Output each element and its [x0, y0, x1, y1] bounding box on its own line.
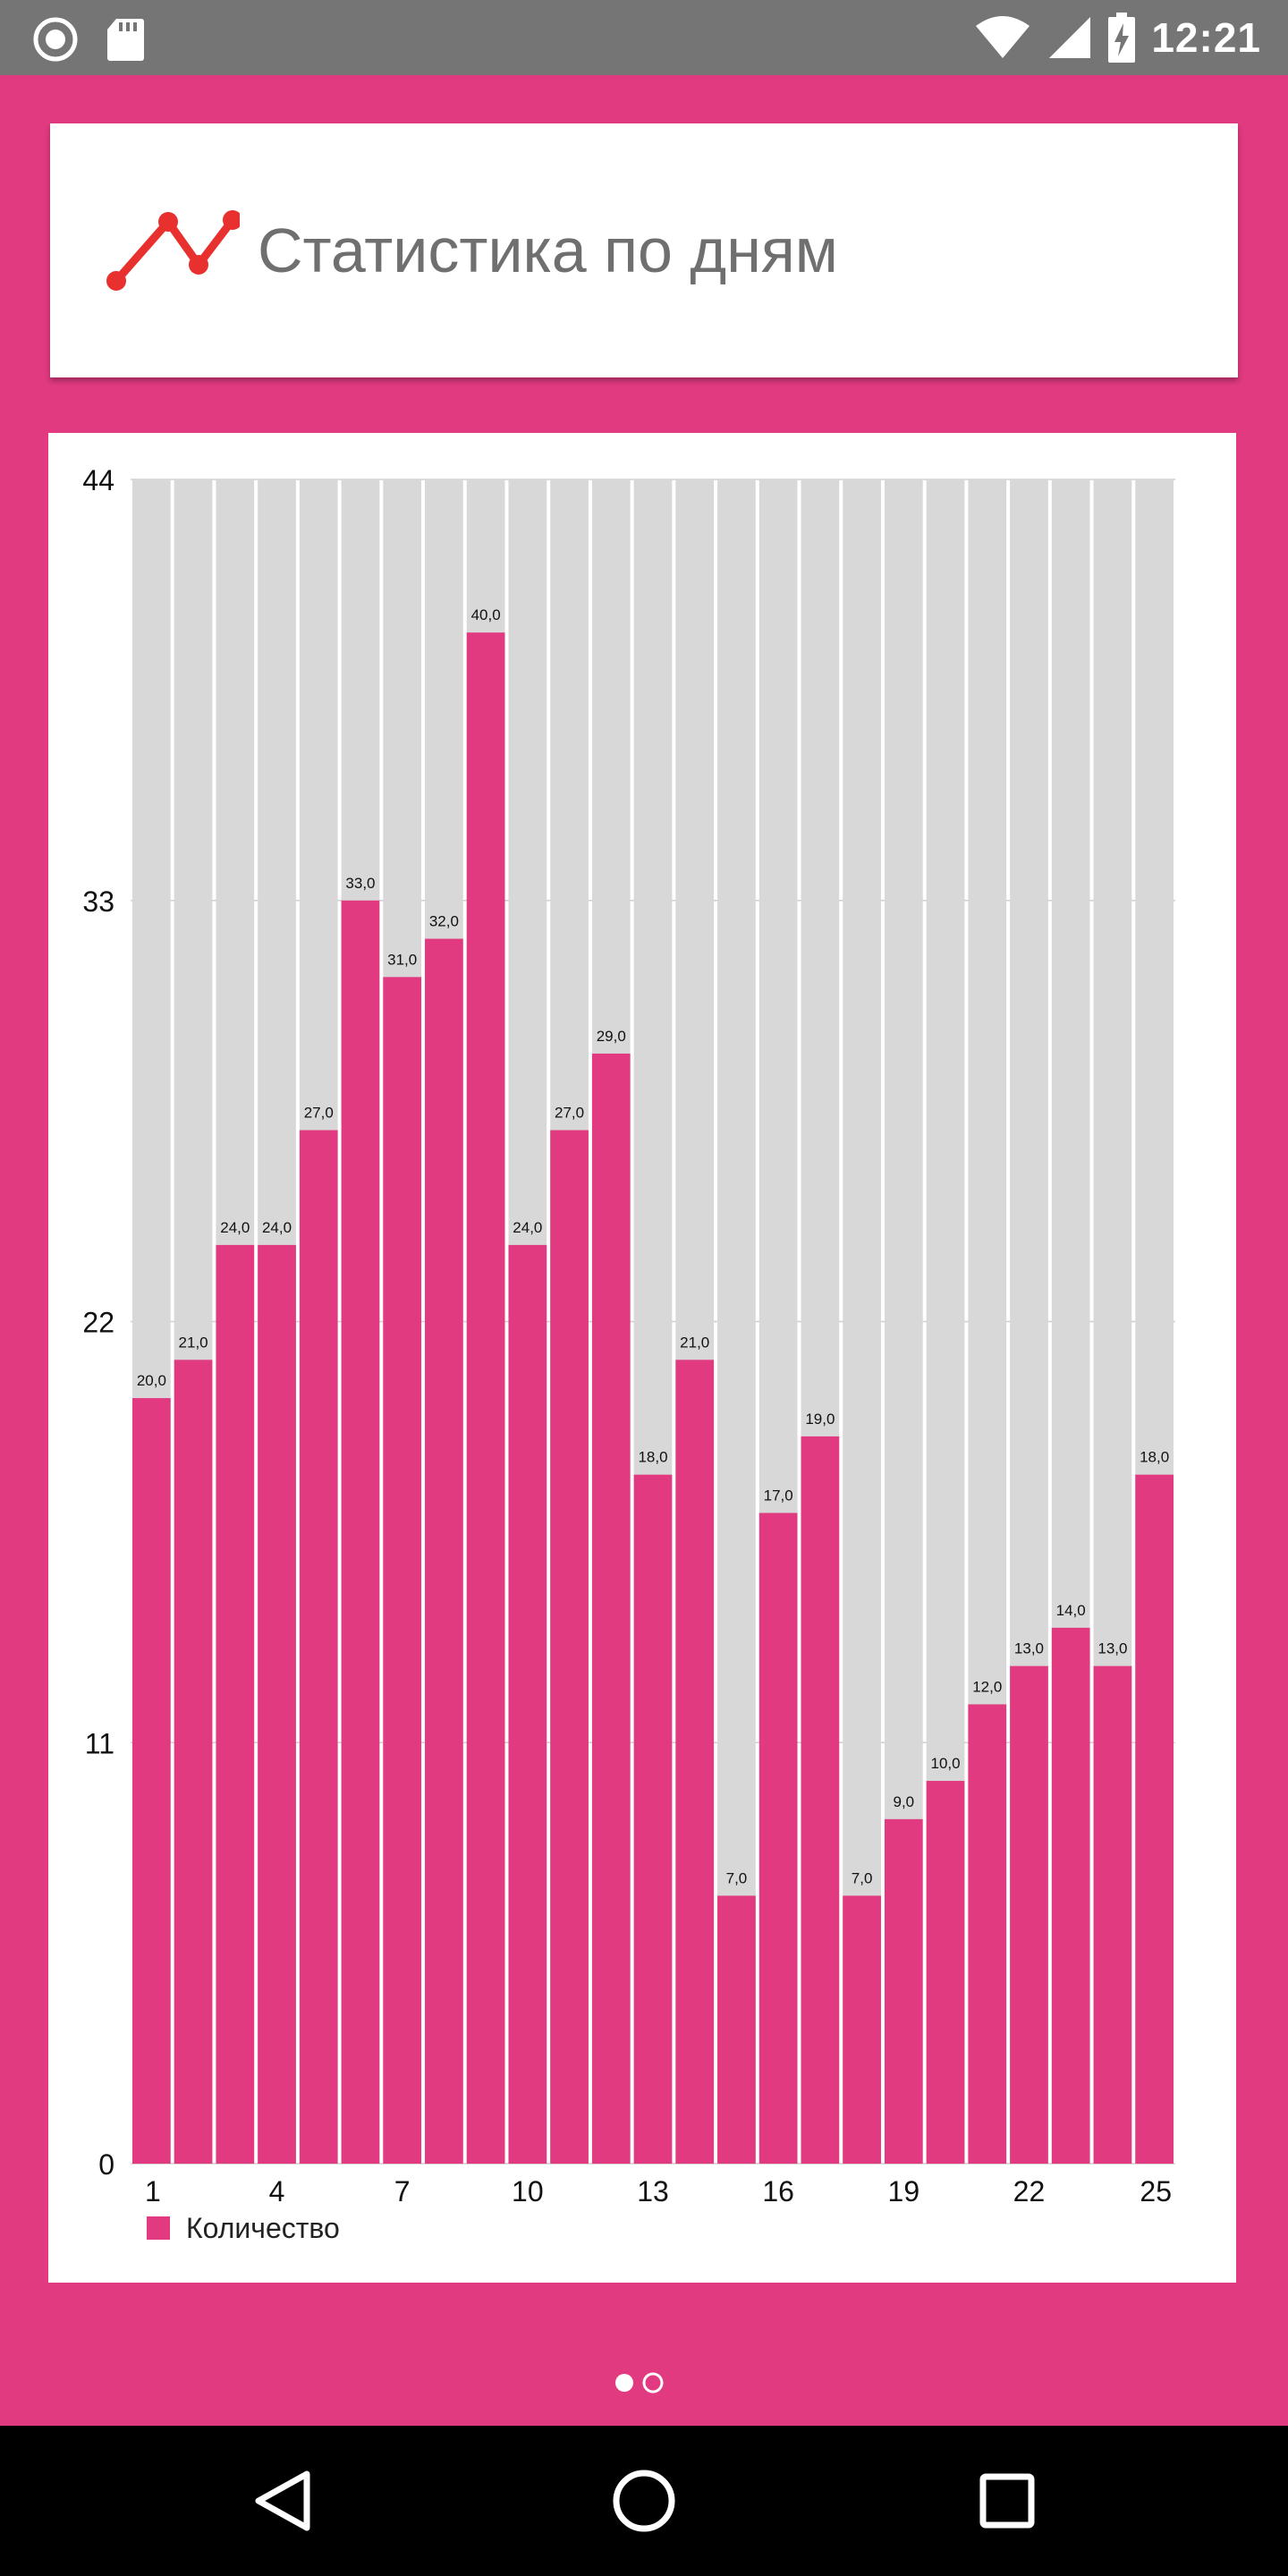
bar [132, 1398, 171, 2164]
x-tick-label: 16 [762, 2175, 794, 2207]
bar [1051, 1627, 1090, 2164]
bar [884, 1818, 923, 2164]
recents-icon [979, 2473, 1035, 2529]
x-tick-label: 4 [269, 2175, 285, 2207]
bar [508, 1244, 547, 2164]
bar-chart: 20,0 21,0 24,0 24,0 27,0 33,0 31,0 32,0 40,0 24,0… [82, 464, 1175, 2244]
data-label: 18,0 [638, 1449, 667, 1466]
line-chart-icon [106, 210, 240, 291]
data-label: 12,0 [972, 1678, 1002, 1695]
bar [550, 1130, 589, 2164]
bar [758, 1513, 798, 2164]
bar [341, 900, 380, 2164]
legend-swatch [147, 2216, 170, 2240]
data-label: 19,0 [805, 1411, 835, 1428]
data-label: 24,0 [262, 1219, 292, 1236]
x-tick-label: 7 [394, 2175, 411, 2207]
wifi-icon [976, 16, 1030, 58]
y-tick-label: 0 [98, 2148, 114, 2181]
bar-background [843, 479, 881, 2164]
page-title: Статистика по дням [258, 216, 838, 285]
bar [801, 1436, 840, 2164]
data-label: 27,0 [555, 1105, 584, 1122]
page-dot[interactable] [642, 2372, 664, 2394]
data-label: 7,0 [726, 1869, 748, 1886]
data-label: 21,0 [179, 1334, 208, 1351]
signal-icon [1049, 17, 1091, 58]
x-tick-label: 1 [145, 2175, 161, 2207]
legend: Количество [147, 2212, 340, 2244]
y-tick-label: 11 [85, 1727, 114, 1759]
data-label: 13,0 [1014, 1640, 1044, 1657]
data-label: 29,0 [597, 1028, 626, 1045]
bar [926, 1781, 965, 2164]
back-button[interactable] [211, 2426, 354, 2576]
x-tick-label: 25 [1140, 2175, 1172, 2207]
bar [383, 977, 422, 2164]
bar [968, 1704, 1007, 2164]
back-icon [255, 2470, 310, 2531]
x-axis-ticks: 1 4 7 10 13 16 19 22 25 [145, 2175, 1172, 2207]
home-icon [613, 2470, 675, 2532]
data-label: 13,0 [1097, 1640, 1127, 1657]
data-label: 40,0 [471, 606, 501, 623]
bar [425, 938, 463, 2164]
data-label: 31,0 [387, 951, 417, 968]
x-tick-label: 19 [888, 2175, 920, 2207]
bar [1135, 1474, 1174, 2164]
data-label: 20,0 [137, 1372, 166, 1389]
sd-card-icon [107, 19, 144, 61]
status-time: 12:21 [1151, 14, 1261, 61]
bar [675, 1360, 715, 2164]
battery-charging-icon [1108, 13, 1136, 63]
x-tick-label: 13 [637, 2175, 669, 2207]
chart-card: 20,0 21,0 24,0 24,0 27,0 33,0 31,0 32,0 40,0 24,0… [48, 433, 1236, 2283]
home-button[interactable] [572, 2426, 716, 2576]
bar [258, 1244, 296, 2164]
data-label: 27,0 [304, 1105, 334, 1122]
data-label: 17,0 [764, 1487, 793, 1504]
x-tick-label: 10 [512, 2175, 544, 2207]
status-bar: 12:21 [0, 0, 1288, 75]
bar [216, 1244, 255, 2164]
y-axis-ticks: 0 11 22 33 44 [82, 464, 114, 2181]
bar [1093, 1665, 1132, 2164]
bars [132, 632, 1174, 2164]
bar [466, 632, 505, 2164]
data-label: 24,0 [220, 1219, 250, 1236]
data-label: 32,0 [429, 913, 459, 930]
bar [717, 1895, 756, 2164]
data-label: 33,0 [345, 875, 375, 892]
legend-label: Количество [186, 2212, 340, 2244]
bar [174, 1360, 213, 2164]
bar-background [717, 479, 756, 2164]
data-label: 18,0 [1140, 1449, 1169, 1466]
data-label: 10,0 [930, 1755, 960, 1772]
title-card: Статистика по дням [50, 123, 1238, 377]
data-label: 24,0 [513, 1219, 542, 1236]
data-labels: 20,0 21,0 24,0 24,0 27,0 33,0 31,0 32,0 40,0 24,0… [137, 606, 1169, 1886]
data-label: 21,0 [680, 1334, 709, 1351]
page-indicator [615, 2372, 664, 2394]
bar [591, 1053, 631, 2164]
bar [633, 1474, 673, 2164]
bar [843, 1895, 881, 2164]
data-label: 14,0 [1056, 1602, 1086, 1619]
x-tick-label: 22 [1013, 2175, 1046, 2207]
navigation-bar [0, 2426, 1288, 2576]
y-tick-label: 44 [82, 464, 114, 496]
bar [1010, 1665, 1048, 2164]
recents-button[interactable] [936, 2426, 1079, 2576]
data-label: 9,0 [893, 1793, 914, 1810]
y-tick-label: 22 [82, 1307, 114, 1339]
y-tick-label: 33 [82, 886, 114, 918]
record-icon [33, 17, 78, 62]
bar [299, 1130, 338, 2164]
page-dot-active[interactable] [615, 2374, 633, 2392]
data-label: 7,0 [852, 1869, 873, 1886]
